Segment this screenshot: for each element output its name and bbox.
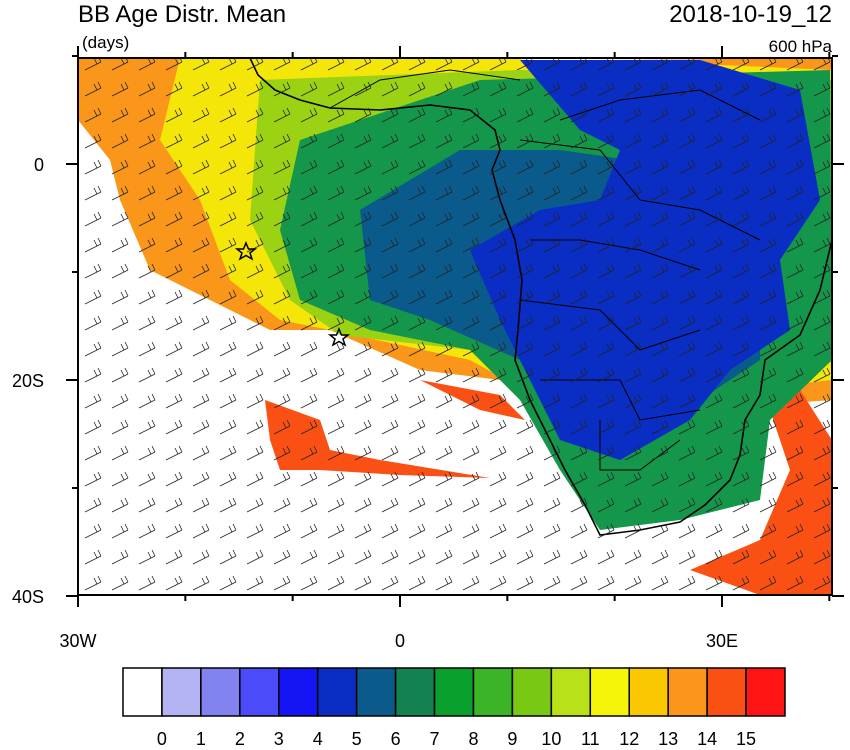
colorbar-label: 7 (430, 729, 440, 749)
units: (days) (82, 33, 129, 52)
colorbar-box (355, 667, 397, 717)
colorbar-box (667, 667, 708, 717)
colorbar-box (472, 667, 514, 717)
wind-barbs (78, 58, 832, 595)
colorbar-label: 2 (235, 729, 245, 749)
colorbar-box (394, 667, 436, 717)
lat-label: 0 (34, 155, 44, 175)
colorbar-box (122, 667, 163, 717)
level: 600 hPa (769, 37, 833, 56)
colorbar-box (511, 667, 553, 717)
colorbar-box (278, 667, 319, 717)
colorbar-box (745, 667, 786, 717)
colorbar-label: 3 (274, 729, 284, 749)
colorbar-label: 12 (619, 729, 639, 749)
colorbar-box (550, 667, 592, 717)
colorbar-box (628, 667, 669, 717)
colorbar-label: 6 (391, 729, 401, 749)
colorbar-label: 9 (507, 729, 517, 749)
colorbar-label: 0 (157, 729, 167, 749)
colorbar: 0 1 2 3 4 5 6 7 8 9 10 11 12 13 14 15 (122, 667, 786, 749)
lon-label: 30E (706, 631, 738, 651)
time: 2018-10-19_12 (669, 1, 832, 28)
colorbar-label: 5 (352, 729, 362, 749)
colorbar-box (706, 667, 747, 717)
lat-label: 40S (12, 587, 44, 607)
star (327, 327, 351, 347)
title: BB Age Distr. Mean (78, 1, 286, 28)
colorbar-label: 4 (313, 729, 323, 749)
colorbar-label: 11 (581, 729, 600, 749)
colorbar-box (589, 667, 630, 717)
map-frame (77, 57, 833, 596)
colorbar-box (239, 667, 280, 717)
colorbar-box (433, 667, 475, 717)
colorbar-box (316, 667, 358, 717)
lon-label: 0 (395, 631, 405, 651)
colorbar-label: 8 (468, 729, 478, 749)
colorbar-label: 15 (736, 729, 756, 749)
axis-ticks (66, 46, 844, 607)
map (78, 58, 832, 595)
colorbar-box (200, 667, 241, 717)
colorbar-box (161, 667, 202, 717)
colorbar-label: 10 (541, 729, 561, 749)
star (234, 241, 258, 261)
colorbar-label: 14 (697, 729, 717, 749)
lat-label: 20S (12, 371, 44, 391)
axis-labels: 0 20S 40S 30W 0 30E (12, 155, 738, 651)
lon-label: 30W (60, 631, 97, 651)
colorbar-label: 1 (196, 729, 206, 749)
colorbar-label: 13 (658, 729, 678, 749)
